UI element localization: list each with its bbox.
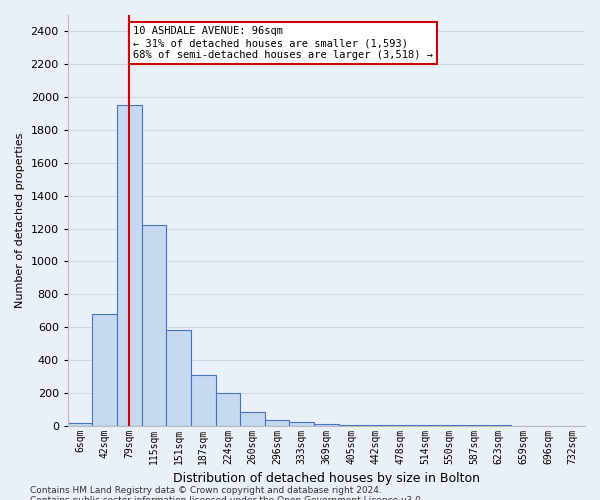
- Bar: [314, 424, 339, 426]
- Text: 10 ASHDALE AVENUE: 96sqm
← 31% of detached houses are smaller (1,593)
68% of sem: 10 ASHDALE AVENUE: 96sqm ← 31% of detach…: [133, 26, 433, 60]
- Bar: [166, 330, 191, 426]
- Bar: [240, 412, 265, 426]
- Bar: [339, 425, 364, 426]
- Bar: [289, 422, 314, 426]
- Text: Contains HM Land Registry data © Crown copyright and database right 2024.
Contai: Contains HM Land Registry data © Crown c…: [30, 486, 424, 500]
- Bar: [215, 393, 240, 426]
- Bar: [117, 106, 142, 426]
- Bar: [191, 374, 215, 426]
- Bar: [265, 420, 289, 426]
- Bar: [68, 422, 92, 426]
- X-axis label: Distribution of detached houses by size in Bolton: Distribution of detached houses by size …: [173, 472, 480, 485]
- Bar: [92, 314, 117, 426]
- Y-axis label: Number of detached properties: Number of detached properties: [15, 132, 25, 308]
- Bar: [142, 225, 166, 426]
